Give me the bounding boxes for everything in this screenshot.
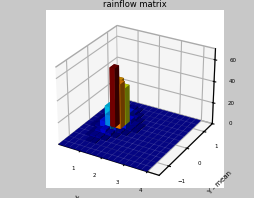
X-axis label: X - ampl: X - ampl	[73, 195, 102, 198]
Y-axis label: Y - mean: Y - mean	[207, 170, 233, 196]
Title: rainflow matrix: rainflow matrix	[103, 0, 166, 9]
